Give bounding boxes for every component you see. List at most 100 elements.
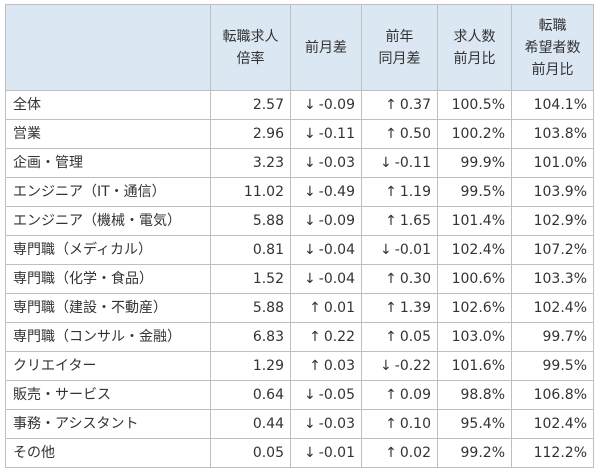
yoy-diff-value: 0.02 [399, 445, 431, 461]
yoy-diff-value: 0.30 [399, 271, 431, 287]
seekers-mom-header: 転職 希望者数 前月比 [511, 4, 594, 91]
jobs-mom-cell: 100.6% [437, 264, 512, 294]
header-line: 転職 [538, 17, 567, 34]
seekers-mom-cell: 106.8% [511, 380, 594, 410]
mom-diff-cell: ↓ -0.05 [290, 380, 362, 410]
mom-diff-value: -0.05 [318, 387, 355, 403]
table-container: 転職求人 倍率 前月差 前年 同月差 求人数 前月比 転職 希望者数 前月比 全体 2.57 ↓ -0.… [5, 4, 594, 468]
jobs-mom-cell: 100.5% [437, 90, 512, 120]
category-cell: 事務・アシスタント [5, 409, 211, 439]
table-row: 専門職（メディカル） 0.81 ↓ -0.04 ↓ -0.01 102.4% 107.2% [5, 235, 594, 265]
jobs-mom-cell: 95.4% [437, 409, 512, 439]
trend-arrow-icon: ↓ [304, 445, 316, 461]
header-line: 希望者数 [524, 39, 581, 56]
mom-diff-cell: ↓ -0.09 [290, 90, 362, 120]
ratio-cell: 5.88 [210, 293, 291, 323]
seekers-mom-cell: 102.4% [511, 409, 594, 439]
yoy-diff-value: -0.01 [394, 242, 431, 258]
trend-arrow-icon: ↑ [309, 329, 321, 345]
mom-diff-header: 前月差 [290, 4, 362, 91]
header-line: 前月比 [531, 61, 574, 78]
header-line: 求人数 [453, 28, 496, 45]
jobs-mom-cell: 100.2% [437, 119, 512, 149]
table-row: 営業 2.96 ↓ -0.11 ↑ 0.50 100.2% 103.8% [5, 119, 594, 149]
seekers-mom-cell: 104.1% [511, 90, 594, 120]
yoy-diff-value: 0.37 [399, 97, 431, 113]
jobs-mom-header: 求人数 前月比 [437, 4, 512, 91]
jobs-mom-cell: 99.2% [437, 438, 512, 468]
trend-arrow-icon: ↓ [304, 387, 316, 403]
jobs-mom-cell: 99.9% [437, 148, 512, 178]
mom-diff-value: -0.04 [318, 271, 355, 287]
table-row: 専門職（化学・食品） 1.52 ↓ -0.04 ↑ 0.30 100.6% 103.3% [5, 264, 594, 294]
seekers-mom-cell: 99.5% [511, 351, 594, 381]
category-cell: その他 [5, 438, 211, 468]
mom-diff-value: -0.09 [318, 97, 355, 113]
corner-header [5, 4, 211, 91]
yoy-diff-cell: ↑ 0.37 [361, 90, 438, 120]
seekers-mom-cell: 99.7% [511, 322, 594, 352]
trend-arrow-icon: ↓ [380, 155, 392, 171]
jobs-mom-cell: 102.6% [437, 293, 512, 323]
seekers-mom-cell: 107.2% [511, 235, 594, 265]
header-line: 同月差 [378, 50, 421, 67]
yoy-diff-cell: ↑ 0.30 [361, 264, 438, 294]
yoy-diff-cell: ↑ 0.50 [361, 119, 438, 149]
mom-diff-value: 0.01 [323, 300, 355, 316]
mom-diff-value: 0.22 [323, 329, 355, 345]
trend-arrow-icon: ↑ [385, 126, 397, 142]
mom-diff-cell: ↑ 0.03 [290, 351, 362, 381]
yoy-diff-cell: ↑ 1.19 [361, 177, 438, 207]
mom-diff-cell: ↓ -0.04 [290, 264, 362, 294]
ratio-cell: 5.88 [210, 206, 291, 236]
trend-arrow-icon: ↓ [304, 242, 316, 258]
yoy-diff-value: -0.11 [394, 155, 431, 171]
mom-diff-cell: ↓ -0.03 [290, 148, 362, 178]
header-line: 前月差 [305, 39, 347, 56]
table-row: エンジニア（IT・通信） 11.02 ↓ -0.49 ↑ 1.19 99.5% 103.9% [5, 177, 594, 207]
ratio-header: 転職求人 倍率 [210, 4, 291, 91]
table-body: 全体 2.57 ↓ -0.09 ↑ 0.37 100.5% 104.1% 営業 2.96 ↓ -0.1… [5, 90, 594, 468]
seekers-mom-cell: 102.9% [511, 206, 594, 236]
ratio-cell: 0.81 [210, 235, 291, 265]
jobs-mom-cell: 99.5% [437, 177, 512, 207]
header-line: 前年 [385, 28, 414, 45]
mom-diff-cell: ↑ 0.01 [290, 293, 362, 323]
table-row: 専門職（建設・不動産） 5.88 ↑ 0.01 ↑ 1.39 102.6% 102.4% [5, 293, 594, 323]
mom-diff-value: -0.04 [318, 242, 355, 258]
mom-diff-value: -0.49 [318, 184, 355, 200]
trend-arrow-icon: ↑ [385, 97, 397, 113]
category-cell: 企画・管理 [5, 148, 211, 178]
job-ratio-table: 転職求人 倍率 前月差 前年 同月差 求人数 前月比 転職 希望者数 前月比 全体 2.57 ↓ -0.… [5, 4, 594, 468]
yoy-diff-cell: ↑ 0.05 [361, 322, 438, 352]
trend-arrow-icon: ↑ [385, 445, 397, 461]
category-cell: エンジニア（機械・電気） [5, 206, 211, 236]
trend-arrow-icon: ↑ [309, 300, 321, 316]
seekers-mom-cell: 102.4% [511, 293, 594, 323]
category-cell: 専門職（化学・食品） [5, 264, 211, 294]
ratio-cell: 3.23 [210, 148, 291, 178]
table-row: クリエイター 1.29 ↑ 0.03 ↓ -0.22 101.6% 99.5% [5, 351, 594, 381]
category-cell: 専門職（コンサル・金融） [5, 322, 211, 352]
ratio-cell: 0.44 [210, 409, 291, 439]
mom-diff-cell: ↑ 0.22 [290, 322, 362, 352]
trend-arrow-icon: ↓ [304, 97, 316, 113]
mom-diff-cell: ↓ -0.01 [290, 438, 362, 468]
yoy-diff-cell: ↑ 0.09 [361, 380, 438, 410]
yoy-diff-value: -0.22 [394, 358, 431, 374]
yoy-diff-cell: ↑ 1.65 [361, 206, 438, 236]
seekers-mom-cell: 103.8% [511, 119, 594, 149]
trend-arrow-icon: ↑ [385, 416, 397, 432]
ratio-cell: 6.83 [210, 322, 291, 352]
ratio-cell: 2.57 [210, 90, 291, 120]
mom-diff-cell: ↓ -0.09 [290, 206, 362, 236]
yoy-diff-cell: ↓ -0.11 [361, 148, 438, 178]
ratio-cell: 0.64 [210, 380, 291, 410]
category-cell: 全体 [5, 90, 211, 120]
table-row: エンジニア（機械・電気） 5.88 ↓ -0.09 ↑ 1.65 101.4% 102.9% [5, 206, 594, 236]
header-line: 転職求人 [222, 28, 279, 45]
mom-diff-cell: ↓ -0.49 [290, 177, 362, 207]
trend-arrow-icon: ↑ [309, 358, 321, 374]
mom-diff-cell: ↓ -0.03 [290, 409, 362, 439]
mom-diff-value: -0.01 [318, 445, 355, 461]
